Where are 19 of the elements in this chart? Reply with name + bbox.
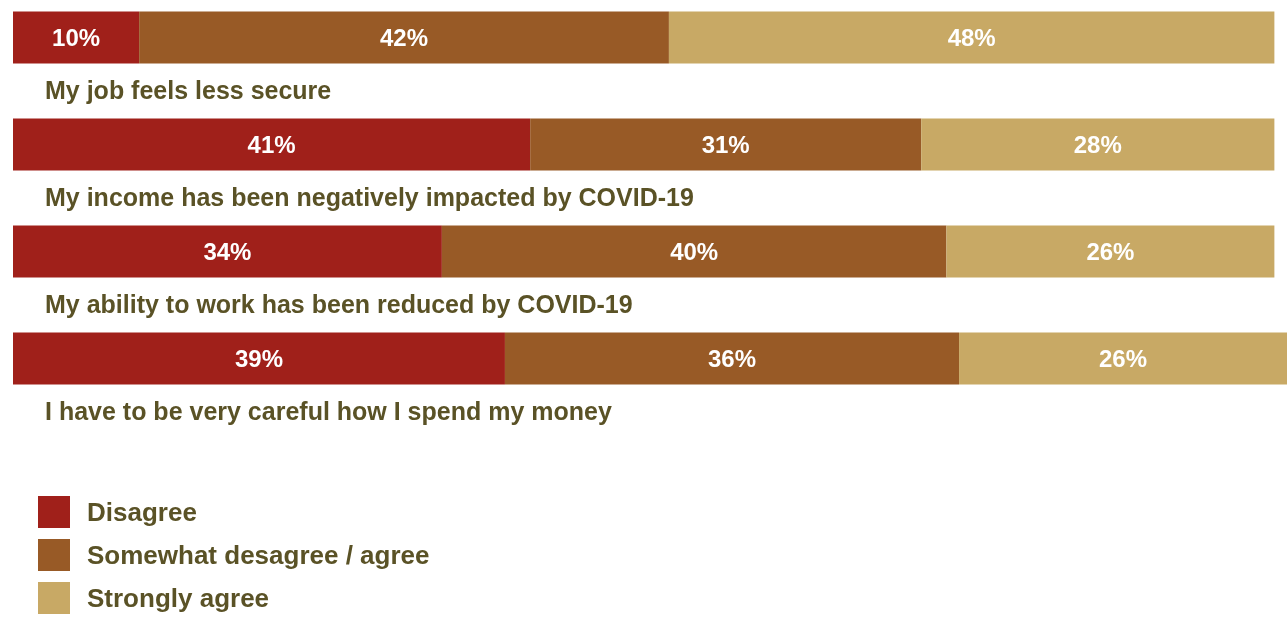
data-label: 48% (947, 24, 996, 51)
legend-label: Strongly agree (87, 583, 270, 613)
legend-label: Somewhat desagree / agree (87, 540, 430, 570)
data-label: 26% (1099, 345, 1148, 372)
data-label: 41% (247, 131, 296, 158)
y-tick-label: My ability to work has been reduced by COVID-19 (45, 290, 633, 318)
y-tick-label: My income has been negatively impacted by COVID-19 (45, 183, 694, 211)
data-label: 40% (670, 238, 719, 265)
y-tick-label: I have to be very careful how I spend my money (45, 397, 612, 425)
data-label: 39% (234, 345, 283, 372)
data-label: 42% (380, 24, 429, 51)
data-label: 36% (707, 345, 757, 372)
data-label: 34% (203, 238, 252, 265)
legend-label: Disagree (87, 497, 197, 527)
data-label: 26% (1086, 238, 1135, 265)
data-label: 10% (52, 24, 101, 51)
y-tick-label: My job feels less secure (45, 76, 332, 104)
data-label: 31% (701, 131, 750, 158)
data-label: 28% (1073, 131, 1122, 158)
